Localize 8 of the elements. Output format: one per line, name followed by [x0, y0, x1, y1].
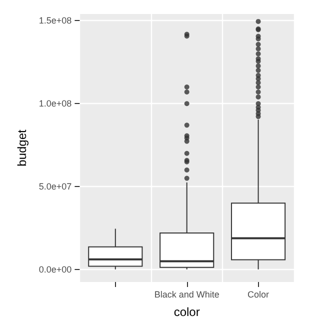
x-tick-label: Color	[248, 290, 270, 300]
y-tick-label: 1.5e+08	[38, 16, 72, 26]
y-tick-label: 5.0e+07	[38, 182, 72, 192]
y-tick-label: 0.0e+00	[38, 264, 72, 275]
x-axis-title: color	[174, 305, 200, 319]
y-tick-label: 1.0e+08	[38, 98, 72, 109]
x-tick-label: Black and White	[154, 290, 220, 300]
y-axis-title: budget	[15, 128, 29, 166]
